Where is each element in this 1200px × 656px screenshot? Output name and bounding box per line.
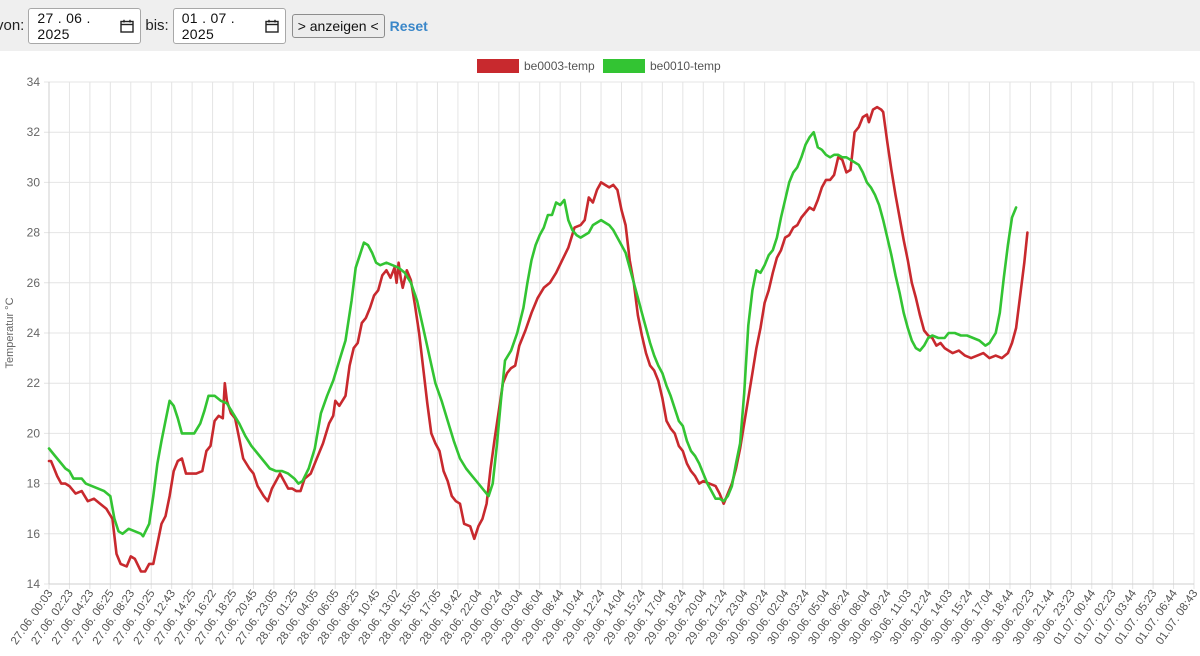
y-tick-label: 18 [27,477,41,491]
y-tick-label: 24 [27,326,41,340]
series-line-be0003-temp[interactable] [47,105,1029,573]
y-tick-label: 16 [27,527,41,541]
y-tick-label: 30 [27,175,41,189]
y-axis-title: Temperatur °C [4,297,16,368]
to-date-value: 01 . 07 . 2025 [181,9,235,42]
legend-label-be0003-temp[interactable]: be0003-temp [524,59,595,73]
to-label: bis: [145,17,169,34]
y-tick-label: 22 [27,376,41,390]
calendar-icon[interactable] [120,19,135,33]
from-date-input[interactable]: 27 . 06 . 2025 [28,7,142,44]
legend-swatch-be0010-temp[interactable] [603,59,645,73]
from-label: von: [0,17,25,34]
y-tick-label: 34 [27,75,41,89]
y-tick-label: 28 [27,226,41,240]
y-tick-label: 32 [27,125,41,139]
y-tick-label: 26 [27,276,41,290]
from-date-value: 27 . 06 . 2025 [37,9,91,42]
series-line-be0010-temp[interactable] [47,130,1018,538]
y-tick-label: 20 [27,426,41,440]
filter-toolbar: von: 27 . 06 . 2025 bis: 01 . 07 . 2025 … [0,0,1200,51]
legend-swatch-be0003-temp[interactable] [477,59,519,73]
show-button[interactable]: > anzeigen < [291,13,385,38]
reset-link[interactable]: Reset [389,17,428,34]
y-tick-label: 14 [27,577,41,591]
calendar-icon[interactable] [265,19,279,33]
legend-label-be0010-temp[interactable]: be0010-temp [650,59,721,73]
to-date-input[interactable]: 01 . 07 . 2025 [172,7,286,44]
